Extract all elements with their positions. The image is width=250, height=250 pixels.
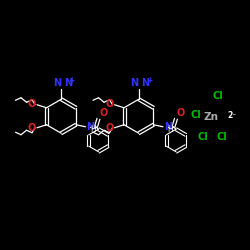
Text: O: O (28, 99, 36, 109)
Text: N: N (141, 78, 150, 88)
Text: Zn: Zn (204, 112, 219, 122)
Text: N: N (64, 78, 72, 88)
Text: +: + (146, 76, 152, 85)
Text: N: N (86, 122, 94, 132)
Text: O: O (99, 108, 108, 118)
Text: O: O (105, 123, 113, 133)
Text: O: O (177, 108, 185, 118)
Text: +: + (68, 76, 74, 85)
Text: O: O (28, 123, 36, 133)
Text: Cl: Cl (216, 132, 227, 142)
Text: Cl: Cl (190, 110, 201, 120)
Text: H: H (168, 125, 173, 134)
Text: N: N (53, 78, 61, 88)
Text: Cl: Cl (212, 91, 223, 101)
Text: Cl: Cl (198, 132, 208, 142)
Text: N: N (130, 78, 138, 88)
Text: O: O (105, 99, 113, 109)
Text: N: N (164, 122, 172, 132)
Text: 2⁻: 2⁻ (228, 110, 237, 120)
Text: H: H (90, 125, 96, 134)
